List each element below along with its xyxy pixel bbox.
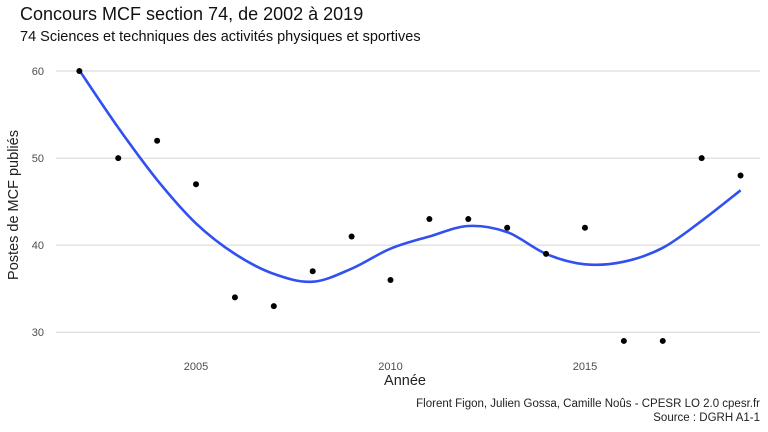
x-tick-label-2010: 2010 xyxy=(378,361,402,373)
caption-source: Source : DGRH A1-1 xyxy=(653,412,760,424)
x-tick-label-2005: 2005 xyxy=(184,361,208,373)
data-point-2005 xyxy=(193,181,200,188)
data-point-2010 xyxy=(387,277,394,283)
data-point-2014 xyxy=(543,250,550,257)
gridlines xyxy=(56,70,760,333)
data-point-2003 xyxy=(115,155,122,162)
caption-credits: Florent Figon, Julien Gossa, Camille Noû… xyxy=(416,398,760,410)
data-point-2006 xyxy=(231,294,238,301)
x-axis-ticks: 2005 2010 2015 xyxy=(184,361,597,373)
y-tick-label-40: 40 xyxy=(32,240,44,252)
data-point-2017 xyxy=(659,337,666,344)
smooth-trend-line xyxy=(78,69,742,284)
data-point-2002 xyxy=(76,68,83,75)
y-axis-label: Postes de MCF publiés xyxy=(6,130,22,280)
y-tick-label-60: 60 xyxy=(32,66,44,78)
data-point-2016 xyxy=(620,337,627,344)
caption: Florent Figon, Julien Gossa, Camille Noû… xyxy=(416,397,760,425)
data-point-2008 xyxy=(309,268,316,275)
data-point-2007 xyxy=(270,303,277,310)
data-point-2011 xyxy=(426,216,433,223)
data-point-2012 xyxy=(465,216,472,223)
x-axis-label: Année xyxy=(384,373,426,389)
data-points xyxy=(76,68,744,344)
chart-subtitle: 74 Sciences et techniques des activités … xyxy=(20,29,421,45)
data-point-2009 xyxy=(348,233,355,240)
x-tick-label-2015: 2015 xyxy=(573,361,597,373)
y-axis-ticks: 30 40 50 60 xyxy=(32,66,44,339)
y-tick-label-30: 30 xyxy=(32,327,44,339)
y-tick-label-50: 50 xyxy=(32,153,44,165)
data-point-2019 xyxy=(737,172,744,179)
data-point-2004 xyxy=(154,137,161,144)
data-point-2013 xyxy=(504,224,511,231)
data-point-2015 xyxy=(581,224,588,231)
data-point-2018 xyxy=(698,155,705,162)
chart-title: Concours MCF section 74, de 2002 à 2019 xyxy=(20,4,364,24)
